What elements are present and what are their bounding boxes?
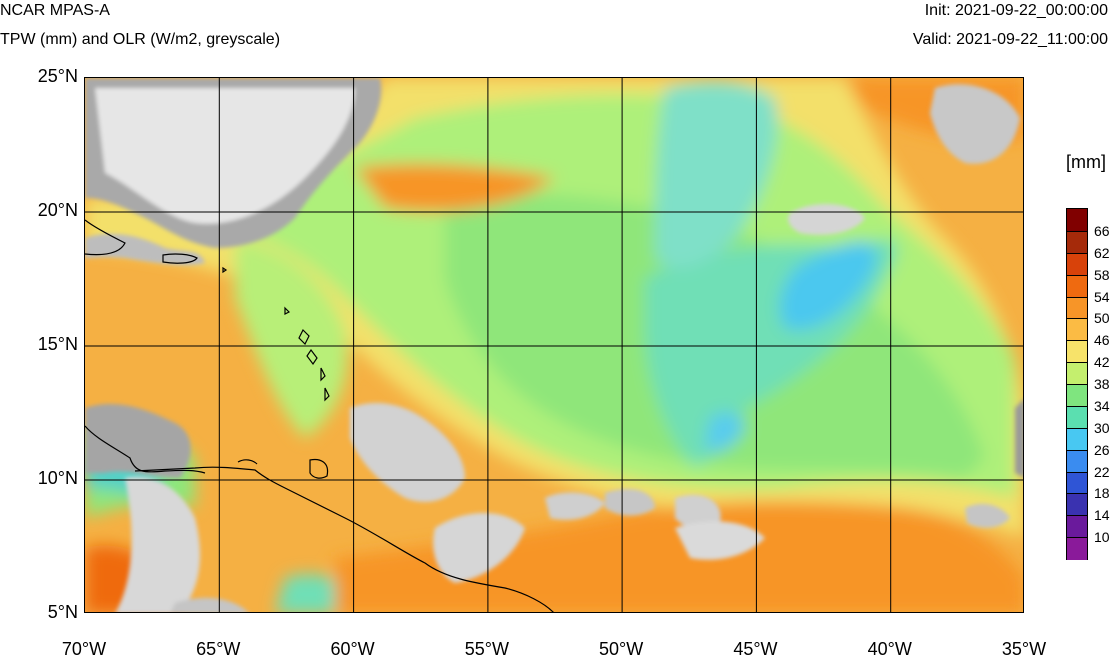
colorbar-level-label: 42 [1094,354,1110,371]
colorbar-swatch [1067,493,1087,516]
colorbar-level-label: 14 [1094,507,1110,524]
colorbar-level-label: 62 [1094,244,1110,261]
lon-tick-label: 35°W [1001,639,1047,659]
init-time: Init: 2021-09-22_00:00:00 [924,2,1108,19]
tpw-olr-map [85,78,1023,612]
lon-tick-label: 55°W [464,639,509,659]
lon-tick-label: 40°W [867,639,912,659]
colorbar-swatch [1067,274,1087,297]
colorbar-swatch [1067,537,1087,560]
colorbar-swatch [1067,252,1087,276]
lon-tick-label: 50°W [599,639,644,659]
lat-tick-label: 5°N [47,602,78,622]
olr-cloud-field [85,78,1023,612]
colorbar-swatch [1067,296,1087,319]
colorbar-level-label: 58 [1094,266,1110,283]
colorbar-unit: [mm] [1066,152,1106,172]
valid-time: Valid: 2021-09-22_11:00:00 [912,31,1108,48]
colorbar-level-label: 18 [1094,485,1110,502]
model-title: NCAR MPAS-A [0,2,110,19]
colorbar-swatch [1067,427,1087,451]
colorbar-level-label: 34 [1094,397,1110,414]
fields-subtitle: TPW (mm) and OLR (W/m2, greyscale) [0,31,281,48]
lon-tick-label: 65°W [196,639,241,659]
colorbar-swatch [1067,340,1087,363]
colorbar-level-label: 30 [1094,419,1110,436]
colorbar-swatch [1067,362,1087,385]
colorbar-level-label: 38 [1094,376,1110,392]
colorbar-level-label: 54 [1094,288,1110,305]
colorbar-level-label: 50 [1094,310,1110,327]
colorbar-level-label: 46 [1094,332,1110,349]
lat-tick-label: 10°N [37,468,78,488]
colorbar-swatch [1067,209,1087,232]
colorbar-swatch [1067,405,1087,429]
colorbar-swatch [1067,384,1087,407]
lat-tick-label: 25°N [37,66,78,86]
lat-tick-label: 15°N [37,334,78,354]
colorbar-swatch [1067,471,1087,494]
colorbar-swatch [1067,318,1087,341]
lon-tick-label: 60°W [330,639,375,659]
lat-tick-label: 20°N [37,200,78,220]
coastlines [85,219,554,612]
colorbar-level-label: 66 [1094,222,1110,239]
colorbar-level-label: 10 [1094,529,1110,546]
gridlines [85,78,1023,612]
map-panel [84,77,1024,613]
tpw-colorbar [1066,208,1088,560]
lon-tick-label: 45°W [733,639,778,659]
colorbar-swatch [1067,515,1087,538]
colorbar-level-label: 26 [1094,441,1110,458]
colorbar-swatch [1067,230,1087,254]
lon-tick-label: 70°W [61,639,107,659]
colorbar-swatch [1067,449,1087,472]
colorbar-level-label: 22 [1094,463,1110,480]
